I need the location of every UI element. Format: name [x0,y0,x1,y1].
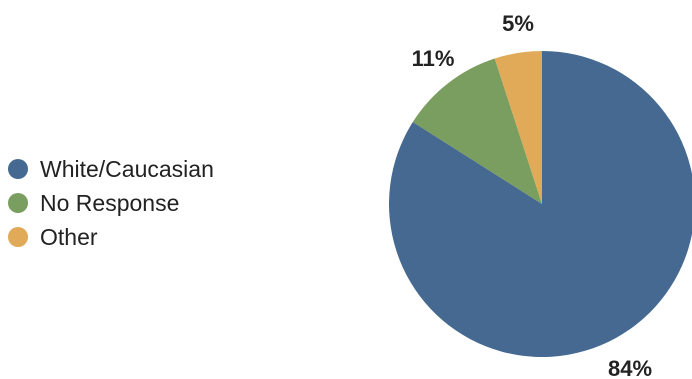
data-label: 84% [608,356,652,379]
pie-slice-no-response [412,58,542,204]
legend-label: White/Caucasian [40,155,214,182]
legend-item-other: Other [8,220,278,254]
legend-item-white-caucasian: White/Caucasian [8,152,278,186]
legend-swatch [8,159,28,179]
pie-slice-white-caucasian [389,51,692,357]
data-label: 11% [412,46,455,71]
pie-slice-other [494,51,542,204]
legend-item-no-response: No Response [8,186,278,220]
legend-swatch [8,193,28,213]
data-label: 5% [502,11,534,36]
legend-swatch [8,227,28,247]
legend-label: No Response [40,189,180,216]
legend-label: Other [40,223,98,250]
chart-legend: White/Caucasian No Response Other [8,152,278,254]
